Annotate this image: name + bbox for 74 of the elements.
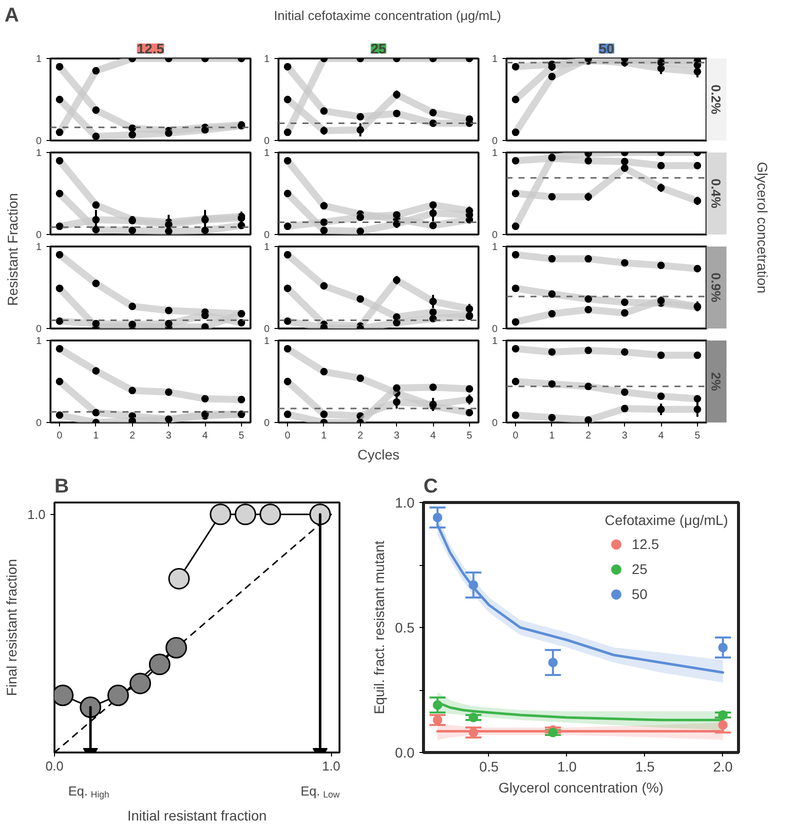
y-tick-label: 1 (264, 148, 270, 159)
x-tick-label: 4 (202, 430, 208, 442)
x-axis-title: Glycerol concentration (%) (498, 780, 664, 796)
x-tick-label: 0 (56, 430, 63, 442)
x-tick-label: 1 (549, 430, 556, 442)
chart-title: 50 (598, 40, 614, 56)
x-tick-label: 5 (238, 430, 245, 442)
legend-label: 25 (632, 561, 648, 577)
annotation: Eq.Low (300, 784, 340, 800)
y-tick-label: 0 (36, 324, 42, 335)
legend-label: 50 (632, 586, 648, 602)
y-tick-label: 1 (492, 336, 498, 347)
chart-title: 12.5 (136, 40, 164, 56)
y-tick-label: 1 (264, 54, 270, 65)
text: A (4, 4, 19, 26)
x-tick-label: 2 (586, 430, 592, 442)
annotation: Eq.High (68, 784, 110, 800)
x-tick-label: 4 (430, 430, 436, 442)
y2-axis-title: 0.9% (708, 272, 724, 303)
y-axis-title: Equil. fract. resistant mutant (371, 540, 388, 714)
x-tick-label: 4 (658, 430, 664, 442)
x-tick-label: 2.0 (713, 758, 733, 774)
y-axis-title: Resistant Fraction (4, 193, 20, 306)
text: Glycerol concetration (754, 162, 770, 294)
y2-axis-title: 0.2% (708, 84, 724, 115)
x-tick-label: 3 (166, 430, 172, 442)
y-axis-title: Final resistant fraction (3, 559, 20, 696)
y-tick-label: 1.0 (395, 494, 415, 510)
y-tick-label: 1 (492, 148, 498, 159)
y-tick-label: 1 (264, 242, 270, 253)
y-tick-label: 1 (492, 54, 498, 65)
x-tick-label: 3 (394, 430, 400, 442)
chart-subtitle: Initial cefotaxime concentration (μg/mL) (274, 8, 502, 23)
text: C (424, 476, 438, 498)
legend-label: 12.5 (632, 536, 660, 552)
y2-axis-title: 2% (708, 372, 724, 392)
x-tick-label: 1.0 (322, 758, 340, 774)
y-tick-label: 0 (492, 324, 498, 335)
y-tick-label: 0.0 (395, 744, 415, 760)
x-tick-label: 1 (93, 430, 100, 442)
x-tick-label: 1.5 (635, 758, 655, 774)
y-tick-label: 0 (264, 418, 270, 429)
x-tick-label: 0 (512, 430, 519, 442)
y-tick-label: 1 (36, 148, 42, 159)
y-tick-label: 0 (36, 418, 42, 429)
x-tick-label: 0 (284, 430, 291, 442)
legend-title: Cefotaxime (μg/mL) (604, 512, 728, 528)
x-tick-label: 0.0 (45, 758, 64, 774)
text: B (54, 476, 69, 498)
y-tick-label: 0 (492, 230, 498, 241)
x-tick-label: 5 (466, 430, 473, 442)
y-tick-label: 1 (264, 336, 270, 347)
x-tick-label: 1 (321, 430, 328, 442)
x-axis-title: Cycles (357, 446, 400, 462)
y-tick-label: 0 (36, 136, 42, 147)
chart-title: 25 (370, 40, 386, 56)
y-tick-label: 1 (36, 336, 42, 347)
y-tick-label: 0 (36, 230, 42, 241)
y-tick-label: 0 (492, 136, 498, 147)
y-tick-label: 1 (36, 54, 42, 65)
y-tick-label: 0.5 (395, 620, 415, 636)
x-tick-label: 2 (358, 430, 364, 442)
y-tick-label: 0 (492, 418, 498, 429)
x-tick-label: 2 (130, 430, 136, 442)
y-tick-label: 0 (264, 136, 270, 147)
y-tick-label: 1 (36, 242, 42, 253)
y2-axis-title: 0.4% (708, 178, 724, 209)
x-tick-label: 3 (622, 430, 628, 442)
y-tick-label: 1 (492, 242, 498, 253)
x-tick-label: 5 (694, 430, 701, 442)
y-tick-label: 0 (264, 230, 270, 241)
x-axis-title: Initial resistant fraction (127, 808, 267, 824)
x-tick-label: 1.0 (557, 758, 577, 774)
y-tick-label: 0 (264, 324, 270, 335)
